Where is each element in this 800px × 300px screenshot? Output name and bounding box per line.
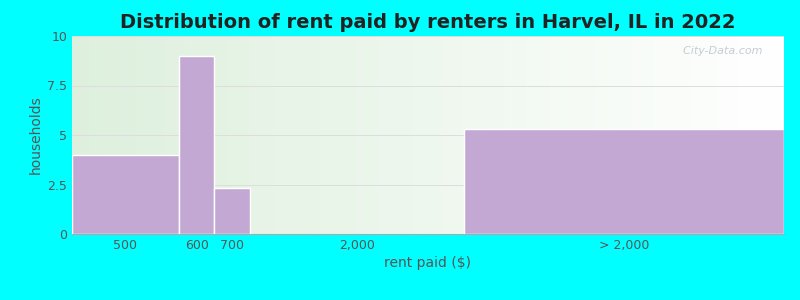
Bar xyxy=(72,155,179,234)
Bar xyxy=(464,129,784,234)
Title: Distribution of rent paid by renters in Harvel, IL in 2022: Distribution of rent paid by renters in … xyxy=(120,13,736,32)
Bar xyxy=(214,188,250,234)
Y-axis label: households: households xyxy=(29,96,43,174)
Bar xyxy=(179,56,214,234)
Text: City-Data.com: City-Data.com xyxy=(676,46,762,56)
X-axis label: rent paid ($): rent paid ($) xyxy=(385,256,471,270)
